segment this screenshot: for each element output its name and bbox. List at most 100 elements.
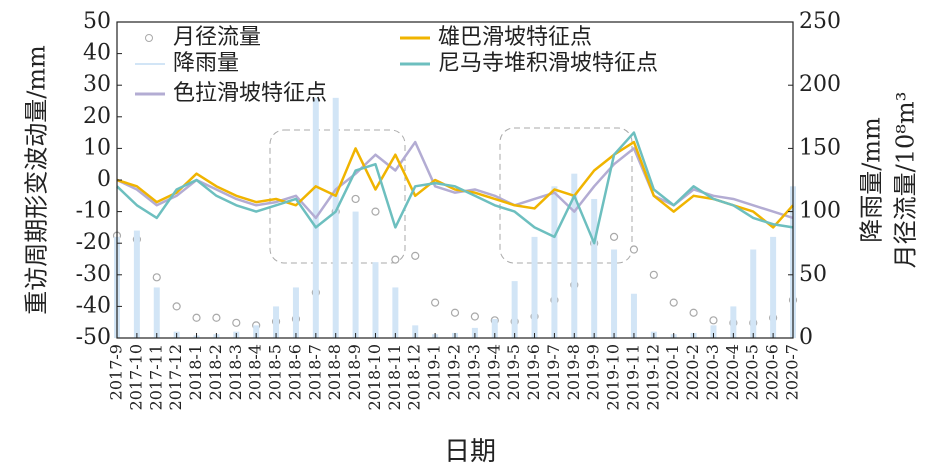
y2-tick-label: 50 <box>799 262 827 287</box>
x-tick-label: 2020-7 <box>783 344 802 400</box>
x-tick-label: 2018-4 <box>246 344 265 400</box>
legend-label: 降雨量 <box>173 51 239 76</box>
x-tick-label: 2018-2 <box>206 344 225 400</box>
y-tick-label: -40 <box>76 293 111 318</box>
runoff-point <box>212 313 221 322</box>
rain-bar <box>332 97 339 338</box>
y2-tick-label: 250 <box>799 9 841 34</box>
x-tick-label: 2019-1 <box>425 344 444 400</box>
x-tick-label: 2020-6 <box>763 344 782 400</box>
legend-swatch <box>145 34 153 42</box>
x-tick-label: 2019-3 <box>464 344 483 400</box>
rain-bar <box>253 325 260 338</box>
y-axis-label: 重访周期形变波动量/mm <box>23 45 51 315</box>
x-tick-label: 2018-12 <box>405 344 424 410</box>
x-tick-label: 2019-5 <box>504 344 523 400</box>
x-tick-label: 2019-4 <box>484 344 503 400</box>
x-tick-label: 2019-8 <box>564 344 583 400</box>
runoff-point <box>351 194 360 204</box>
x-tick-label: 2020-2 <box>683 344 702 400</box>
rain-bar <box>292 287 299 338</box>
deformation-line <box>116 140 794 220</box>
rain-bar <box>273 306 280 338</box>
rain-bar <box>630 293 637 338</box>
rain-bar <box>730 306 737 338</box>
runoff-point <box>152 273 161 282</box>
y-tick-label: 20 <box>83 104 111 129</box>
rain-bar <box>372 262 379 338</box>
rain-bar <box>531 236 538 338</box>
runoff-point <box>431 298 440 307</box>
runoff-point <box>629 245 639 254</box>
y-tick-label: 0 <box>97 167 111 192</box>
y2-tick-label: 150 <box>799 135 841 160</box>
x-tick-label: 2020-5 <box>743 344 762 400</box>
runoff-point <box>391 255 400 264</box>
deformation-line <box>116 140 794 229</box>
runoff-point <box>192 313 201 322</box>
x-axis-label: 日期 <box>444 437 496 467</box>
rain-bar <box>491 319 498 338</box>
x-tick-label: 2018-10 <box>365 344 384 410</box>
rain-bar <box>770 236 777 338</box>
x-tick-label: 2018-6 <box>285 344 304 400</box>
x-tick-label: 2018-9 <box>345 344 364 400</box>
x-tick-label: 2017-10 <box>126 344 145 410</box>
x-tick-label: 2018-1 <box>186 344 205 400</box>
y-tick-label: 10 <box>83 135 111 160</box>
y2-axis-label: 月径流量/10⁸m³ <box>892 92 920 269</box>
x-tick-label: 2019-6 <box>524 344 543 400</box>
highlight-box <box>499 127 633 264</box>
x-tick-label: 2019-9 <box>584 344 603 400</box>
runoff-point <box>689 308 698 317</box>
y-tick-label: 50 <box>83 9 111 34</box>
x-tick-label: 2019-2 <box>445 344 464 400</box>
x-tick-label: 2019-12 <box>643 344 662 410</box>
rain-bar <box>750 249 757 338</box>
y2-axis-label: 降雨量/mm <box>858 117 886 243</box>
runoff-point <box>709 316 718 325</box>
x-tick-label: 2017-12 <box>166 344 185 410</box>
x-tick-label: 2019-10 <box>604 344 623 410</box>
y2-tick-label: 0 <box>799 325 813 350</box>
runoff-point <box>411 251 420 260</box>
legend-label: 色拉滑坡特征点 <box>173 81 327 106</box>
deformation-line <box>116 131 794 245</box>
rain-bar <box>611 249 618 338</box>
rain-bar <box>571 173 578 338</box>
legend-label: 月径流量 <box>173 25 261 50</box>
runoff-point <box>172 302 181 311</box>
y2-tick-label: 200 <box>799 72 841 97</box>
runoff-point <box>450 308 460 317</box>
runoff-point <box>371 207 380 216</box>
x-tick-label: 2018-8 <box>325 344 344 400</box>
y2-tick-label: 100 <box>799 199 841 224</box>
y-tick-label: 40 <box>83 41 111 66</box>
rain-bar <box>392 287 399 338</box>
x-tick-label: 2019-11 <box>623 344 642 410</box>
rain-bar <box>153 287 160 338</box>
x-tick-label: 2020-3 <box>703 344 722 400</box>
rain-bar <box>471 327 478 338</box>
x-tick-label: 2020-1 <box>663 344 682 400</box>
runoff-point <box>470 312 479 321</box>
y-tick-label: -30 <box>76 262 111 287</box>
x-tick-label: 2017-11 <box>146 344 165 410</box>
x-tick-label: 2020-4 <box>723 344 742 400</box>
runoff-point <box>609 232 619 241</box>
legend-label: 尼马寺堆积滑坡特征点 <box>438 51 658 76</box>
y-tick-label: -20 <box>76 230 111 255</box>
rain-bar <box>412 325 419 338</box>
x-tick-label: 2019-7 <box>544 344 563 400</box>
runoff-point <box>232 318 241 327</box>
x-tick-label: 2018-5 <box>266 344 285 400</box>
rain-bar <box>710 325 717 338</box>
rain-bar <box>133 230 140 338</box>
rain-bar <box>352 211 359 338</box>
x-tick-label: 2018-7 <box>305 344 324 400</box>
x-tick-label: 2017-9 <box>107 344 126 400</box>
y-tick-label: -10 <box>76 199 111 224</box>
rain-bar <box>551 186 558 338</box>
x-tick-label: 2018-11 <box>385 344 404 410</box>
